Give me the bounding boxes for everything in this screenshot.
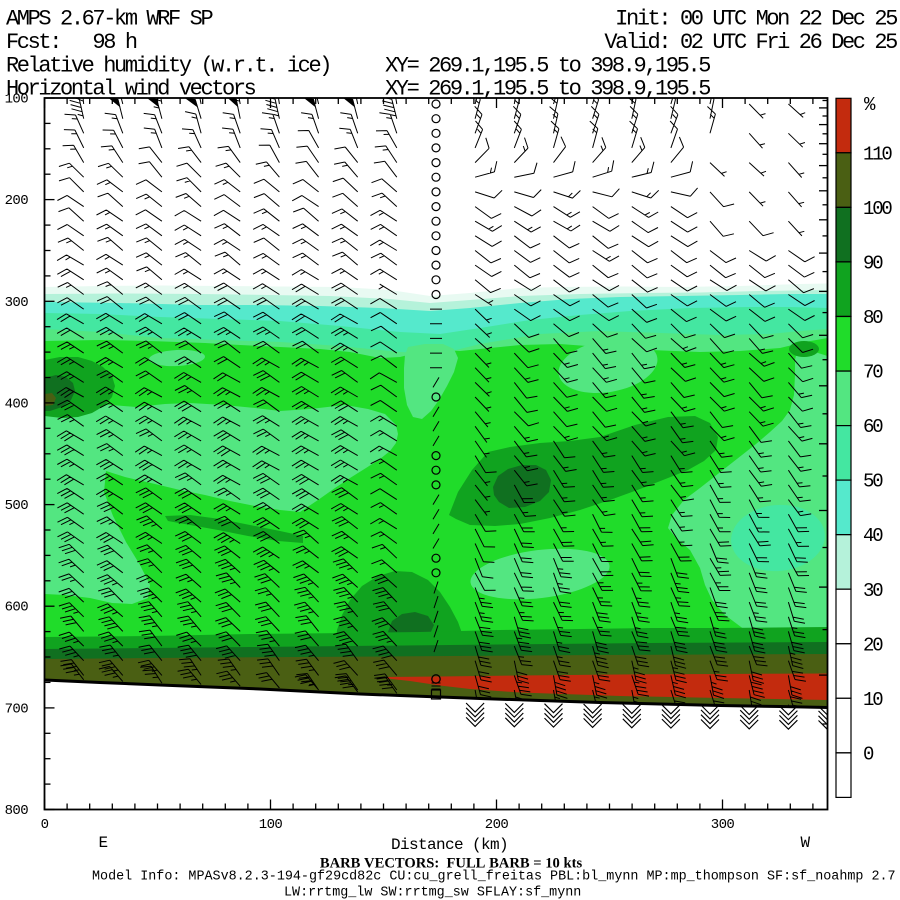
svg-text:Horizontal wind vectors: Horizontal wind vectors (6, 77, 256, 102)
svg-text:60: 60 (863, 416, 883, 438)
svg-text:AMPS 2.67-km WRF SP: AMPS 2.67-km WRF SP (6, 7, 213, 32)
svg-text:110: 110 (863, 143, 892, 165)
svg-text:800: 800 (5, 803, 29, 819)
svg-text:200: 200 (485, 817, 509, 833)
svg-text:20: 20 (863, 634, 883, 656)
svg-text:500: 500 (5, 498, 29, 514)
svg-text:300: 300 (711, 817, 735, 833)
svg-text:Relative humidity (w.r.t. ice): Relative humidity (w.r.t. ice) (6, 54, 330, 79)
svg-text:50: 50 (863, 471, 883, 493)
svg-text:400: 400 (5, 396, 29, 412)
svg-text:70: 70 (863, 362, 883, 384)
svg-text:600: 600 (5, 600, 29, 616)
svg-text:BARB VECTORS: FULL BARB = 10: BARB VECTORS: FULL BARB = 10 kts (320, 856, 583, 872)
svg-text:30: 30 (863, 580, 883, 602)
svg-text:10: 10 (863, 689, 883, 711)
svg-text:Valid: 02 UTC Fri 26 Dec 25: Valid: 02 UTC Fri 26 Dec 25 (604, 30, 897, 55)
svg-text:90: 90 (863, 252, 883, 274)
svg-text:100: 100 (259, 817, 283, 833)
svg-text:200: 200 (5, 193, 29, 209)
svg-text:700: 700 (5, 701, 29, 717)
svg-text:80: 80 (863, 307, 883, 329)
svg-text:100: 100 (5, 92, 29, 108)
svg-text:Fcst: 98 h: Fcst: 98 h (6, 30, 137, 55)
svg-text:Distance (km): Distance (km) (391, 836, 508, 854)
svg-text:300: 300 (5, 295, 29, 311)
svg-text:XY= 269.1,195.5 to 398.9,195.5: XY= 269.1,195.5 to 398.9,195.5 (385, 77, 710, 102)
svg-text:XY= 269.1,195.5 to 398.9,195.5: XY= 269.1,195.5 to 398.9,195.5 (385, 54, 710, 79)
svg-text:40: 40 (863, 525, 883, 547)
svg-text:0: 0 (41, 817, 49, 833)
svg-text:100: 100 (863, 198, 892, 220)
svg-text:E: E (98, 834, 107, 852)
svg-text:Model Info: MPASv8.2.3-194-gf2: Model Info: MPASv8.2.3-194-gf29cd82c CU:… (92, 870, 896, 885)
svg-text:Init: 00 UTC Mon 22 Dec 25: Init: 00 UTC Mon 22 Dec 25 (615, 7, 897, 32)
svg-text:W: W (800, 834, 810, 852)
svg-text:LW:rrtmg_lw SW:rrtmg_sw SFLAY:: LW:rrtmg_lw SW:rrtmg_sw SFLAY:sf_mynn (284, 886, 581, 900)
